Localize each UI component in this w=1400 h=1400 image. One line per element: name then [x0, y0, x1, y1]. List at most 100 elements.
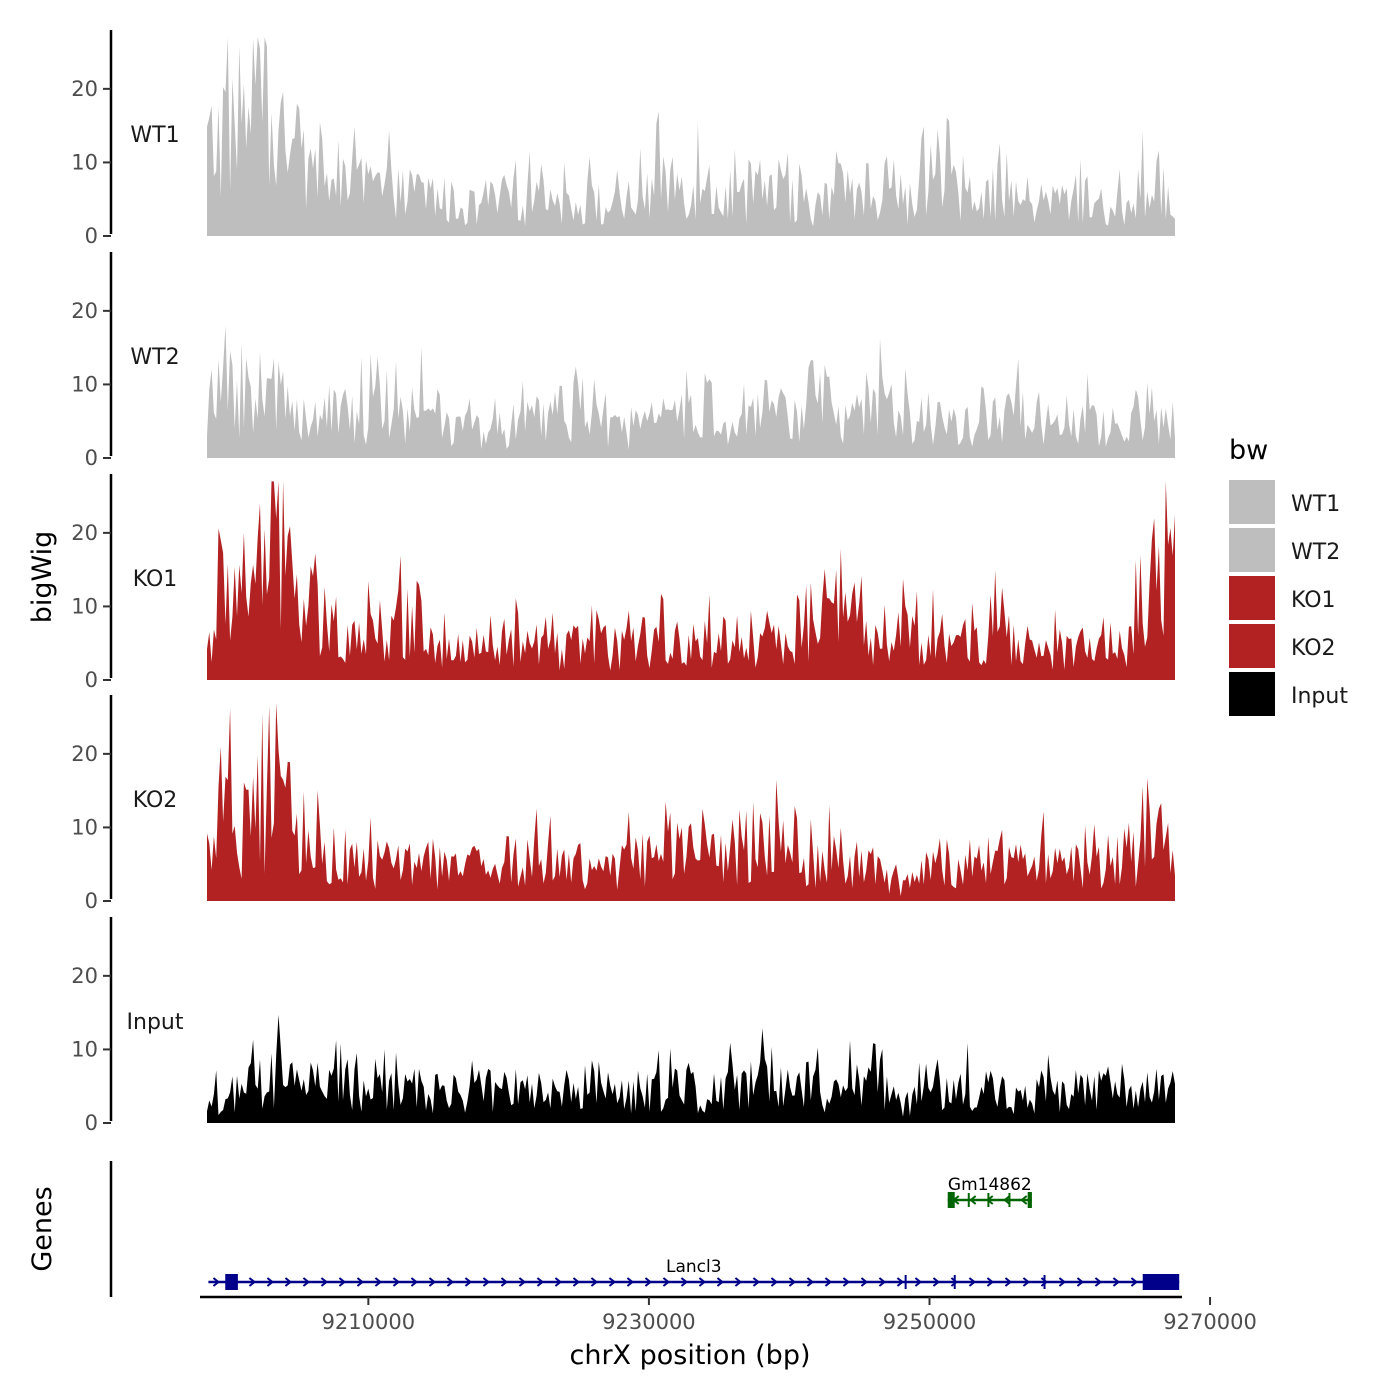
coverage-area-ko2	[207, 703, 1175, 901]
legend-label: KO2	[1291, 636, 1336, 661]
strand-chevron	[968, 1277, 977, 1287]
x-tick-label: 9230000	[602, 1310, 696, 1334]
genes-panel: Genes Gm14862 Lancl3	[27, 1161, 1180, 1297]
strand-chevron	[500, 1277, 509, 1287]
strand-chevron	[716, 1277, 725, 1287]
legend-entry-input: Input	[1229, 672, 1348, 716]
x-axis-title: chrX position (bp)	[569, 1340, 810, 1371]
legend-title: bw	[1229, 435, 1268, 466]
strand-chevron	[608, 1277, 617, 1287]
x-tick-label: 9210000	[322, 1310, 416, 1334]
gene-label: Gm14862	[948, 1175, 1032, 1195]
coverage-area-wt2	[207, 325, 1175, 458]
gene-lancl3: Lancl3	[208, 1257, 1180, 1290]
strand-chevron	[986, 1277, 995, 1287]
x-axis: 9210000 9230000 9250000 9270000	[200, 1295, 1257, 1334]
strand-chevron	[1058, 1277, 1067, 1287]
strand-chevron	[374, 1277, 383, 1287]
strand-chevron	[824, 1277, 833, 1287]
y-tick-label: 20	[71, 964, 98, 988]
strand-chevron	[1020, 1195, 1028, 1205]
y-tick-label: 10	[71, 1037, 98, 1061]
strand-chevron	[914, 1277, 923, 1287]
legend-swatch	[1229, 672, 1275, 716]
track-label: WT2	[130, 345, 179, 370]
x-tick-label: 9270000	[1163, 1310, 1257, 1334]
strand-chevron	[410, 1277, 419, 1287]
strand-chevron	[212, 1277, 221, 1287]
strand-chevron	[896, 1277, 905, 1287]
strand-chevron	[518, 1277, 527, 1287]
strand-chevron	[1112, 1277, 1121, 1287]
strand-chevron	[788, 1277, 797, 1287]
y-tick-label: 20	[71, 299, 98, 323]
strand-chevron	[680, 1277, 689, 1287]
strand-chevron	[248, 1277, 257, 1287]
strand-chevron	[734, 1277, 743, 1287]
legend-label: WT2	[1291, 540, 1340, 565]
x-tick-label: 9250000	[883, 1310, 977, 1334]
coverage-tracks: 0 10 20 WT1 0 10 20 WT2 0 10 20 KO1 0 10 20 KO2 0 10 20 Inp…	[71, 30, 1175, 1135]
gene-label: Lancl3	[666, 1257, 722, 1277]
legend-label: Input	[1291, 684, 1348, 709]
strand-chevron	[860, 1277, 869, 1287]
track-label: WT1	[130, 123, 179, 148]
strand-chevron	[950, 1277, 959, 1287]
y-axis-title: bigWig	[27, 531, 58, 624]
coverage-area-wt1	[207, 37, 1175, 237]
track-label: KO2	[133, 788, 178, 813]
gene-gm14862: Gm14862	[947, 1175, 1032, 1208]
strand-chevron	[770, 1277, 779, 1287]
strand-chevron	[626, 1277, 635, 1287]
y-tick-label: 20	[71, 521, 98, 545]
legend-swatch	[1229, 624, 1275, 668]
y-tick-label: 0	[85, 224, 98, 248]
coverage-area-ko1	[207, 481, 1175, 680]
legend-label: WT1	[1291, 492, 1340, 517]
strand-chevron	[1003, 1195, 1011, 1205]
legend-label: KO1	[1291, 588, 1336, 613]
track-ko2: 0 10 20 KO2	[71, 695, 1175, 913]
track-wt2: 0 10 20 WT2	[71, 252, 1175, 470]
strand-chevron	[284, 1277, 293, 1287]
strand-chevron	[338, 1277, 347, 1287]
strand-chevron	[1040, 1277, 1049, 1287]
strand-chevron	[1022, 1277, 1031, 1287]
y-tick-label: 0	[85, 446, 98, 470]
legend-entry-ko2: KO2	[1229, 624, 1336, 668]
legend-swatch	[1229, 480, 1275, 524]
y-tick-label: 0	[85, 668, 98, 692]
y-tick-label: 10	[71, 594, 98, 618]
strand-chevron	[752, 1277, 761, 1287]
strand-chevron	[878, 1277, 887, 1287]
strand-chevron	[266, 1277, 275, 1287]
strand-chevron	[536, 1277, 545, 1287]
strand-chevron	[1130, 1277, 1139, 1287]
strand-chevron	[1004, 1277, 1013, 1287]
legend-swatch	[1229, 576, 1275, 620]
legend-swatch	[1229, 528, 1275, 572]
strand-chevron	[302, 1277, 311, 1287]
y-tick-label: 10	[71, 815, 98, 839]
strand-chevron	[482, 1277, 491, 1287]
strand-chevron	[446, 1277, 455, 1287]
strand-chevron	[356, 1277, 365, 1287]
strand-chevron	[662, 1277, 671, 1287]
strand-chevron	[806, 1277, 815, 1287]
track-label: KO1	[133, 567, 178, 592]
exon-block	[1142, 1274, 1180, 1290]
legend: bw WT1 WT2 KO1 KO2 Input	[1229, 435, 1348, 716]
exon-block	[225, 1274, 238, 1290]
strand-chevron	[969, 1195, 977, 1205]
strand-chevron	[320, 1277, 329, 1287]
strand-chevron	[392, 1277, 401, 1287]
y-tick-label: 20	[71, 77, 98, 101]
genes-axis-title: Genes	[27, 1186, 58, 1271]
y-tick-label: 0	[85, 1111, 98, 1135]
y-tick-label: 0	[85, 889, 98, 913]
strand-chevron	[1076, 1277, 1085, 1287]
strand-chevron	[464, 1277, 473, 1287]
track-ko1: 0 10 20 KO1	[71, 474, 1175, 692]
exon-block	[947, 1192, 955, 1208]
strand-chevron	[1094, 1277, 1103, 1287]
